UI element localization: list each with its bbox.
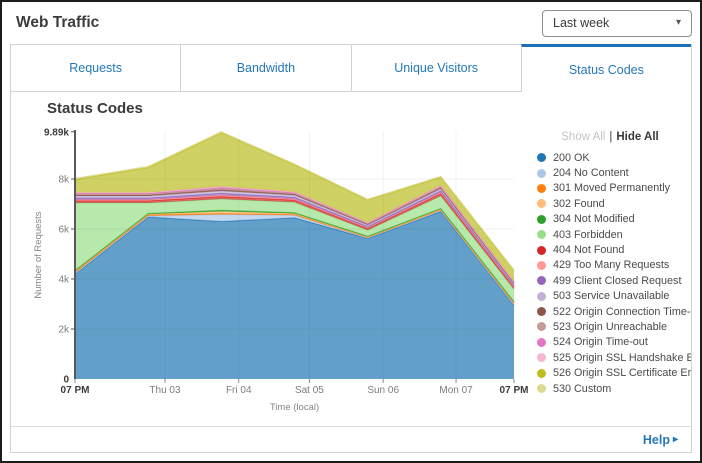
legend-item-524-origin-time-out[interactable]: 524 Origin Time-out [537, 335, 689, 350]
svg-text:07 PM: 07 PM [500, 385, 529, 396]
svg-text:Sat 05: Sat 05 [295, 385, 324, 396]
legend-color-dot [537, 245, 546, 255]
svg-text:Number of Requests: Number of Requests [33, 211, 44, 298]
legend-toggle-separator: | [609, 131, 613, 143]
legend-item-499-client-closed-request[interactable]: 499 Client Closed Request [537, 273, 689, 288]
legend-color-dot [537, 199, 546, 209]
legend-color-dot [537, 322, 546, 332]
legend-items: 200 OK 204 No Content 301 Moved Permanentl… [537, 150, 691, 396]
panel-footer: Help ▸ [11, 426, 691, 452]
show-all-button[interactable]: Show All [561, 131, 606, 143]
tab-label: Unique Visitors [394, 61, 479, 75]
legend-label: 200 OK [553, 151, 590, 164]
tab-status-codes[interactable]: Status Codes [520, 44, 691, 92]
svg-text:9.89k: 9.89k [44, 127, 69, 138]
page-title: Web Traffic [16, 14, 100, 31]
tab-content: Status Codes 0 2k 4k 6k 8k 9.89k 07 PM Thu 03 Fr… [11, 92, 691, 426]
chart-title: Status Codes [47, 100, 143, 117]
legend-color-dot [537, 183, 546, 193]
legend-label: 403 Forbidden [553, 228, 623, 241]
legend-color-dot [537, 384, 546, 394]
legend-label: 304 Not Modified [553, 213, 635, 226]
legend-label: 429 Too Many Requests [553, 259, 670, 272]
svg-text:0: 0 [63, 375, 69, 386]
legend-item-403-forbidden[interactable]: 403 Forbidden [537, 227, 689, 242]
legend-item-523-origin-unreachable[interactable]: 523 Origin Unreachable [537, 319, 689, 334]
legend-label: 526 Origin SSL Certificate Error [553, 367, 691, 380]
legend-color-dot [537, 276, 546, 286]
hide-all-button[interactable]: Hide All [616, 131, 659, 143]
legend-item-204-no-content[interactable]: 204 No Content [537, 165, 689, 180]
svg-text:Thu 03: Thu 03 [149, 385, 181, 396]
caret-down-icon: ▾ [675, 17, 681, 28]
legend-label: 204 No Content [553, 167, 629, 180]
legend-label: 525 Origin SSL Handshake Error [553, 351, 691, 364]
legend-color-dot [537, 337, 546, 347]
legend-label: 404 Not Found [553, 244, 625, 257]
header: Web Traffic Last week ▾ [2, 2, 700, 44]
svg-text:Time (local): Time (local) [270, 402, 319, 413]
help-label: Help [642, 432, 670, 447]
legend-item-526-origin-ssl-certificate-error[interactable]: 526 Origin SSL Certificate Error [537, 365, 691, 380]
legend-item-525-origin-ssl-handshake-error[interactable]: 525 Origin SSL Handshake Error [537, 350, 691, 365]
legend-item-404-not-found[interactable]: 404 Not Found [537, 242, 689, 257]
legend-color-dot [537, 307, 546, 317]
legend-item-301-moved-permanently[interactable]: 301 Moved Permanently [537, 181, 689, 196]
legend-item-522-origin-connection-time-out[interactable]: 522 Origin Connection Time-out [537, 304, 691, 319]
legend-item-200-ok[interactable]: 200 OK [537, 150, 689, 165]
tab-bar: Requests Bandwidth Unique Visitors Statu… [11, 44, 691, 92]
time-range-value: Last week [553, 16, 610, 30]
chart-legend: Show All | Hide All 200 OK 204 No Content 30… [531, 92, 691, 426]
legend-label: 530 Custom [553, 382, 612, 395]
chart-column: Status Codes 0 2k 4k 6k 8k 9.89k 07 PM Thu 03 Fr… [11, 92, 531, 426]
legend-color-dot [537, 153, 546, 163]
legend-label: 503 Service Unavailable [553, 290, 670, 303]
svg-text:Sun 06: Sun 06 [367, 385, 399, 396]
svg-text:2k: 2k [58, 325, 70, 336]
legend-color-dot [537, 230, 546, 240]
legend-label: 522 Origin Connection Time-out [553, 305, 691, 318]
traffic-panel: Requests Bandwidth Unique Visitors Statu… [10, 44, 692, 453]
legend-color-dot [537, 214, 546, 224]
svg-text:4k: 4k [58, 275, 70, 286]
tab-requests[interactable]: Requests [11, 44, 181, 92]
legend-color-dot [537, 353, 546, 363]
legend-label: 302 Found [553, 197, 605, 210]
legend-item-304-not-modified[interactable]: 304 Not Modified [537, 212, 689, 227]
svg-text:07 PM: 07 PM [61, 385, 90, 396]
svg-text:6k: 6k [58, 225, 70, 236]
svg-text:Fri 04: Fri 04 [226, 385, 252, 396]
legend-color-dot [537, 291, 546, 301]
arrow-right-icon: ▸ [672, 434, 678, 445]
legend-item-302-found[interactable]: 302 Found [537, 196, 689, 211]
legend-item-530-custom[interactable]: 530 Custom [537, 381, 689, 396]
tab-label: Status Codes [568, 62, 644, 77]
legend-label: 524 Origin Time-out [553, 336, 648, 349]
tab-label: Bandwidth [236, 61, 296, 75]
legend-label: 499 Client Closed Request [553, 274, 682, 287]
legend-label: 523 Origin Unreachable [553, 320, 668, 333]
time-range-dropdown[interactable]: Last week ▾ [542, 9, 692, 37]
legend-color-dot [537, 368, 546, 378]
svg-text:Mon 07: Mon 07 [439, 385, 473, 396]
tab-unique-visitors[interactable]: Unique Visitors [350, 44, 521, 92]
legend-color-dot [537, 260, 546, 270]
legend-label: 301 Moved Permanently [553, 182, 671, 195]
help-link[interactable]: Help ▸ [643, 433, 678, 447]
legend-item-503-service-unavailable[interactable]: 503 Service Unavailable [537, 289, 689, 304]
legend-color-dot [537, 168, 546, 178]
status-codes-stacked-area-chart: 0 2k 4k 6k 8k 9.89k 07 PM Thu 03 Fri 04 Sat 05 Sun… [33, 127, 529, 413]
tab-bandwidth[interactable]: Bandwidth [180, 44, 351, 92]
svg-text:8k: 8k [58, 175, 70, 186]
legend-item-429-too-many-requests[interactable]: 429 Too Many Requests [537, 258, 689, 273]
legend-toggle-row: Show All | Hide All [537, 131, 683, 143]
tab-label: Requests [69, 61, 123, 75]
